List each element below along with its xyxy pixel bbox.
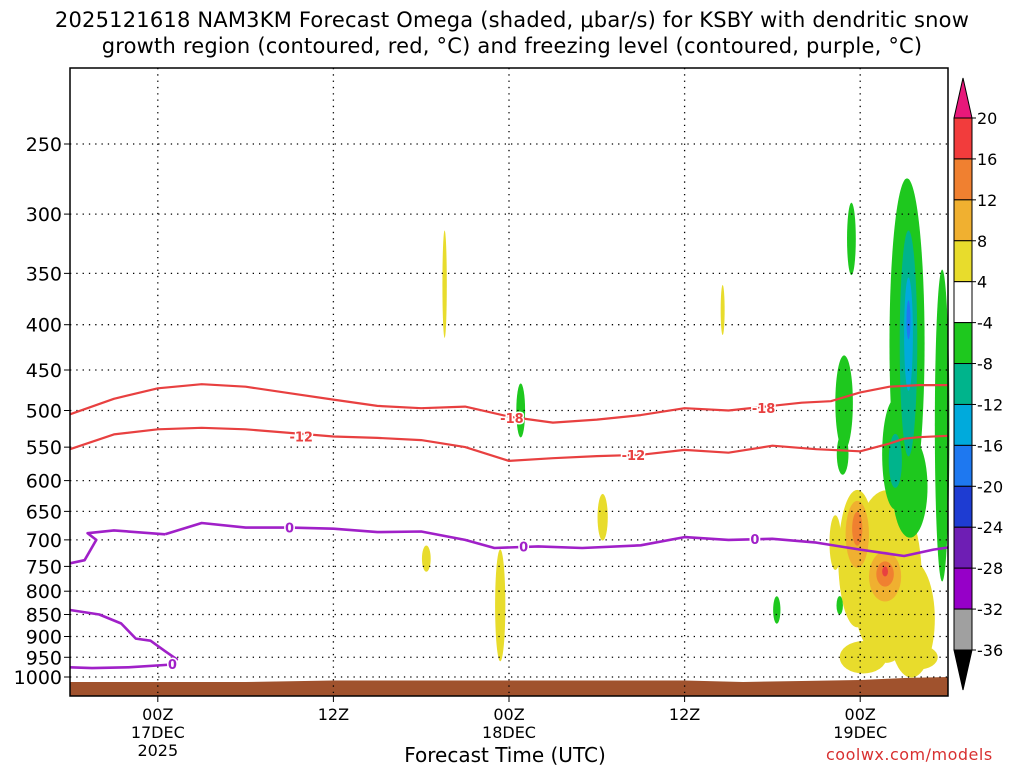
- colorbar-band: [953, 322, 973, 365]
- omega-area-green: [934, 269, 950, 582]
- colorbar-label: -16: [977, 436, 1003, 455]
- colorbar-band: [953, 567, 973, 610]
- contour-label-minus18: -18: [500, 412, 524, 427]
- x-tick-label: 17DEC: [131, 723, 185, 742]
- colorbar-label: -28: [977, 559, 1003, 578]
- axes: 2503003504004505005506006507007508008509…: [14, 67, 949, 760]
- omega-area-yellow: [495, 549, 506, 662]
- colorbar-label: -24: [977, 518, 1003, 537]
- contour-label-minus18: -18: [752, 402, 776, 417]
- dgz-contour: [69, 426, 949, 462]
- chart-title-line-1: 2025121618 NAM3KM Forecast Omega (shaded…: [54, 8, 970, 32]
- colorbar-label: 4: [977, 273, 987, 292]
- y-tick-label: 700: [26, 530, 62, 552]
- omega-area-green: [773, 596, 781, 624]
- colorbar-label: 12: [977, 191, 997, 210]
- omega-area-dark-orange: [852, 511, 863, 546]
- colorbar-arrow-top: [953, 77, 973, 119]
- colorbar-band: [953, 526, 973, 569]
- x-axis-label: Forecast Time (UTC): [404, 743, 606, 767]
- colorbar-label: -4: [977, 314, 993, 333]
- chart-title-line-2: growth region (contoured, red, °C) and f…: [101, 34, 923, 58]
- colorbar-band: [953, 158, 973, 201]
- y-tick-label: 750: [26, 556, 62, 578]
- freezing-level-contour: [69, 529, 166, 565]
- omega-area-yellow: [839, 641, 887, 674]
- colorbar: 20 16 12 8 4 -4 -8 -12 -16 -20 -24 -28 -32 -36: [953, 77, 1003, 691]
- x-tick-label: 00Z: [493, 705, 524, 724]
- x-tick-label: 12Z: [318, 705, 349, 724]
- y-tick-label: 550: [26, 437, 62, 459]
- colorbar-band: [953, 485, 973, 528]
- x-tick-label: 2025: [137, 741, 178, 760]
- y-tick-label: 250: [26, 134, 62, 156]
- x-tick-label: 19DEC: [833, 723, 887, 742]
- colorbar-band: [953, 199, 973, 242]
- omega-area-red: [882, 566, 889, 577]
- colorbar-label: -36: [977, 641, 1003, 660]
- y-tick-label: 850: [26, 605, 62, 627]
- freezing-level-contour: [69, 608, 179, 670]
- omega-area-yellow: [597, 493, 608, 541]
- omega-area-blue: [906, 300, 911, 340]
- plot-area: [70, 68, 948, 696]
- omega-area-green: [835, 355, 853, 451]
- colorbar-band: [953, 444, 973, 487]
- y-tick-label: 450: [26, 360, 62, 382]
- colorbar-label: -8: [977, 355, 993, 374]
- y-tick-label: 350: [26, 263, 62, 285]
- colorbar-band: [953, 403, 973, 446]
- contour-label-minus12: -12: [289, 431, 313, 446]
- colorbar-label: -20: [977, 477, 1003, 496]
- omega-area-yellow: [720, 285, 725, 336]
- colorbar-band: [953, 281, 973, 324]
- colorbar-band: [953, 117, 973, 160]
- y-tick-label: 1000: [14, 667, 62, 689]
- y-tick-label: 900: [26, 626, 62, 648]
- dgz-contour: [69, 383, 948, 424]
- contour-label-zero: 0: [168, 658, 177, 673]
- y-tick-label: 650: [26, 501, 62, 523]
- x-tick-label: 18DEC: [482, 723, 536, 742]
- y-tick-label: 500: [26, 401, 62, 423]
- colorbar-band: [953, 363, 973, 405]
- credit-link[interactable]: coolwx.com/models: [826, 745, 993, 764]
- plot-background: [70, 68, 948, 696]
- colorbar-label: 20: [977, 109, 997, 128]
- y-tick-label: 950: [26, 647, 62, 669]
- colorbar-label: 16: [977, 150, 997, 169]
- omega-area-turquoise: [888, 433, 902, 488]
- y-tick-label: 300: [26, 204, 62, 226]
- x-tick-label: 00Z: [845, 705, 876, 724]
- colorbar-band: [953, 608, 973, 651]
- omega-area-yellow: [421, 545, 431, 572]
- contour-label-zero: 0: [519, 540, 528, 555]
- y-tick-label: 400: [26, 315, 62, 337]
- colorbar-label: -12: [977, 395, 1003, 414]
- omega-area-yellow: [899, 645, 938, 670]
- colorbar-label: 8: [977, 232, 987, 251]
- omega-area-yellow: [442, 230, 447, 338]
- omega-area-green: [836, 433, 849, 475]
- contour-label-zero: 0: [750, 533, 759, 548]
- colorbar-band: [953, 240, 973, 283]
- contour-label-minus12: -12: [622, 449, 646, 464]
- contour-label-zero: 0: [285, 522, 294, 537]
- omega-shading: [421, 178, 950, 678]
- x-tick-label: 12Z: [669, 705, 700, 724]
- y-tick-label: 800: [26, 581, 62, 603]
- y-tick-label: 600: [26, 471, 62, 493]
- omega-area-green: [847, 202, 856, 276]
- omega-area-yellow: [829, 515, 842, 570]
- omega-area-green: [516, 383, 526, 438]
- colorbar-label: -32: [977, 600, 1003, 619]
- freezing-level-contour: [164, 521, 949, 558]
- x-tick-label: 00Z: [142, 705, 173, 724]
- colorbar-arrow-bottom: [953, 649, 973, 691]
- omega-area-green: [836, 596, 843, 615]
- temperature-contours: -18 -18 -12 -12 0 0 0 0: [69, 383, 949, 675]
